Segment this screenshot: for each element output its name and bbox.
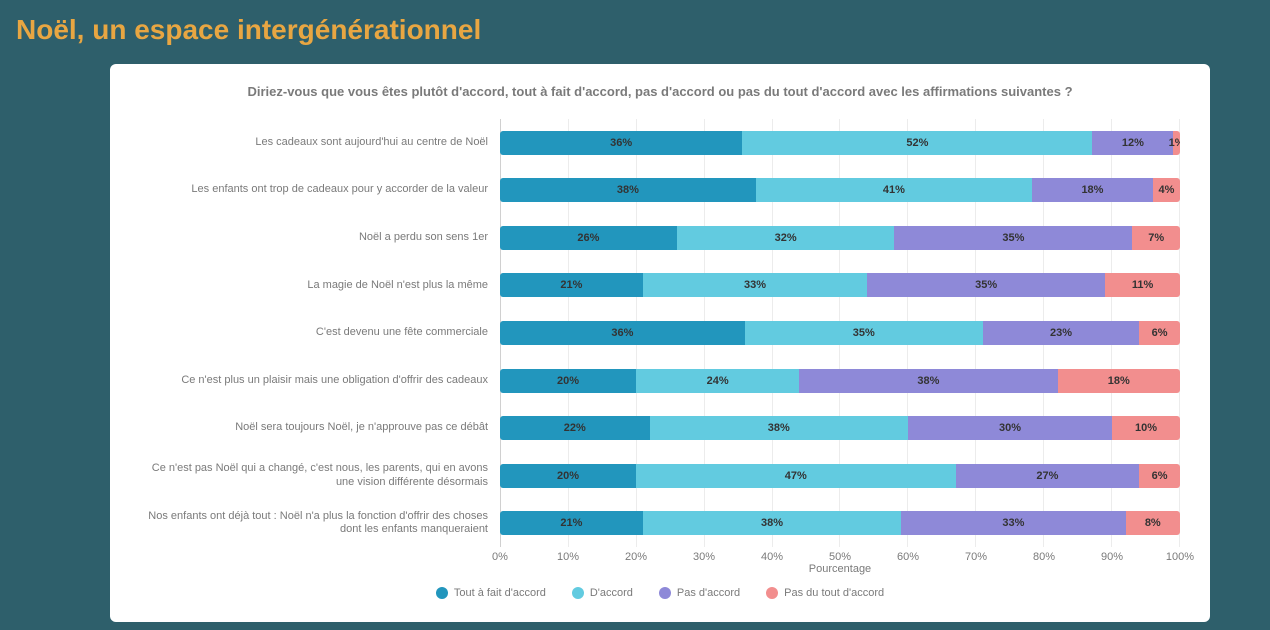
bar-row: 21%38%33%8% [500,500,1180,548]
x-axis-label: Pourcentage [500,563,1180,575]
bar-segment: 18% [1058,369,1180,393]
bar-segment: 6% [1139,464,1180,488]
bar-row: 36%35%23%6% [500,309,1180,357]
legend-swatch [659,587,671,599]
bar-segment: 7% [1132,226,1180,250]
bars-container: 36%52%12%1%38%41%18%4%26%32%35%7%21%33%3… [500,119,1180,547]
x-tick: 10% [553,551,583,563]
stacked-bar: 20%24%38%18% [500,369,1180,393]
bar-segment: 12% [1092,131,1173,155]
y-axis-label: Nos enfants ont déjà tout : Noël n'a plu… [140,500,500,548]
bar-segment: 21% [500,511,643,535]
legend-label: Pas d'accord [677,587,740,599]
bar-segment: 20% [500,369,636,393]
bar-segment: 10% [1112,416,1180,440]
bar-segment: 18% [1032,178,1153,202]
legend: Tout à fait d'accord D'accord Pas d'accord… [140,587,1180,599]
legend-label: D'accord [590,587,633,599]
legend-swatch [766,587,778,599]
bar-segment: 36% [500,131,742,155]
bar-segment: 26% [500,226,677,250]
bar-segment: 30% [908,416,1112,440]
y-axis-label: Les cadeaux sont aujourd'hui au centre d… [140,119,500,167]
bar-segment: 47% [636,464,956,488]
bar-segment: 32% [677,226,895,250]
bar-segment: 4% [1153,178,1180,202]
bar-row: 38%41%18%4% [500,167,1180,215]
legend-swatch [572,587,584,599]
legend-swatch [436,587,448,599]
bar-segment: 36% [500,321,745,345]
bar-segment: 1% [1173,131,1180,155]
x-tick: 30% [689,551,719,563]
y-axis-label: Ce n'est plus un plaisir mais une obliga… [140,357,500,405]
bar-segment: 6% [1139,321,1180,345]
bar-segment: 35% [745,321,983,345]
bar-segment: 33% [901,511,1125,535]
legend-item: Pas d'accord [659,587,740,599]
legend-label: Tout à fait d'accord [454,587,546,599]
y-axis-label: Ce n'est pas Noël qui a changé, c'est no… [140,452,500,500]
x-tick: 0% [485,551,515,563]
x-tick: 100% [1165,551,1195,563]
bar-segment: 11% [1105,273,1180,297]
bar-row: 36%52%12%1% [500,119,1180,167]
x-tick: 80% [1029,551,1059,563]
bar-segment: 38% [650,416,908,440]
bar-segment: 24% [636,369,799,393]
stacked-bar: 36%52%12%1% [500,131,1180,155]
x-tick: 90% [1097,551,1127,563]
stacked-bar: 22%38%30%10% [500,416,1180,440]
bar-segment: 33% [643,273,867,297]
bar-segment: 20% [500,464,636,488]
stacked-bar: 38%41%18%4% [500,178,1180,202]
bar-row: 26%32%35%7% [500,214,1180,262]
y-axis-labels: Les cadeaux sont aujourd'hui au centre d… [140,119,500,547]
page-title: Noël, un espace intergénérationnel [0,0,1270,46]
bar-segment: 38% [500,178,756,202]
x-tick: 40% [757,551,787,563]
x-ticks: 0%10%20%30%40%50%60%70%80%90%100% [500,551,1180,563]
bar-row: 21%33%35%11% [500,262,1180,310]
bar-segment: 35% [867,273,1105,297]
bar-segment: 8% [1126,511,1180,535]
bar-segment: 41% [756,178,1032,202]
bars-region: 36%52%12%1%38%41%18%4%26%32%35%7%21%33%3… [500,119,1180,547]
x-tick: 70% [961,551,991,563]
legend-label: Pas du tout d'accord [784,587,884,599]
y-axis-label: Noël a perdu son sens 1er [140,214,500,262]
x-tick: 20% [621,551,651,563]
x-axis: 0%10%20%30%40%50%60%70%80%90%100% Pource… [500,547,1180,581]
bar-segment: 35% [894,226,1132,250]
stacked-bar: 20%47%27%6% [500,464,1180,488]
bar-segment: 38% [643,511,901,535]
stacked-bar: 26%32%35%7% [500,226,1180,250]
bar-segment: 23% [983,321,1139,345]
stacked-bar: 21%33%35%11% [500,273,1180,297]
y-axis-label: C'est devenu une fête commerciale [140,309,500,357]
bar-segment: 21% [500,273,643,297]
legend-item: Pas du tout d'accord [766,587,884,599]
bar-row: 22%38%30%10% [500,404,1180,452]
bar-row: 20%24%38%18% [500,357,1180,405]
bar-segment: 38% [799,369,1057,393]
bar-row: 20%47%27%6% [500,452,1180,500]
x-tick: 50% [825,551,855,563]
y-axis-label: La magie de Noël n'est plus la même [140,262,500,310]
legend-item: Tout à fait d'accord [436,587,546,599]
y-axis-label: Les enfants ont trop de cadeaux pour y a… [140,167,500,215]
chart-card: Diriez-vous que vous êtes plutôt d'accor… [110,64,1210,622]
chart-title: Diriez-vous que vous êtes plutôt d'accor… [140,84,1180,99]
bar-segment: 52% [742,131,1092,155]
stacked-bar: 36%35%23%6% [500,321,1180,345]
y-axis-label: Noël sera toujours Noël, je n'approuve p… [140,404,500,452]
x-tick: 60% [893,551,923,563]
plot-area: Les cadeaux sont aujourd'hui au centre d… [140,119,1180,547]
bar-segment: 27% [956,464,1140,488]
stacked-bar: 21%38%33%8% [500,511,1180,535]
bar-segment: 22% [500,416,650,440]
legend-item: D'accord [572,587,633,599]
